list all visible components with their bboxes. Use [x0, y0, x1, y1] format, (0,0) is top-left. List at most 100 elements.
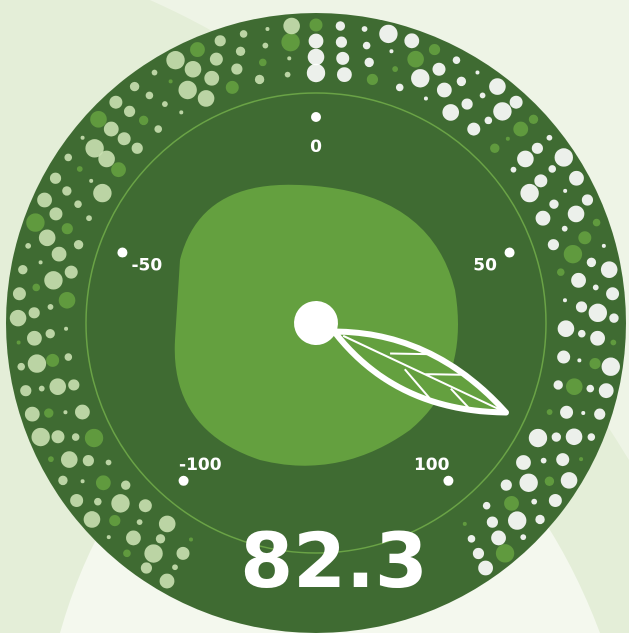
decor-dot: [601, 357, 620, 376]
decor-dot: [517, 150, 534, 168]
decor-dot: [38, 229, 56, 247]
decor-dot: [588, 303, 608, 323]
decor-dot: [44, 271, 63, 290]
gauge-value: 82.3: [240, 516, 428, 605]
decor-dot: [111, 162, 126, 178]
decor-dot: [9, 309, 27, 327]
decor-dot: [484, 116, 493, 125]
decor-dot: [64, 353, 73, 361]
decor-dot: [578, 231, 592, 245]
decor-dot: [432, 62, 446, 76]
decor-dot: [587, 433, 596, 441]
decor-dot: [109, 95, 123, 109]
decor-dot: [534, 174, 548, 188]
decor-dot: [176, 546, 190, 560]
decor-dot: [575, 301, 588, 313]
decor-dot: [197, 90, 215, 107]
decor-dot: [467, 535, 476, 543]
decor-dot: [95, 475, 111, 491]
decor-dot: [379, 24, 398, 44]
decor-dot: [90, 110, 107, 128]
decor-dot: [138, 499, 152, 513]
decor-dot: [75, 404, 90, 420]
tick-dot: [311, 112, 321, 122]
decor-dot: [553, 380, 563, 390]
decor-dot: [62, 186, 72, 196]
decor-dot: [563, 188, 568, 193]
decor-dot: [520, 183, 539, 203]
decor-dot: [64, 153, 73, 162]
decor-dot: [601, 243, 606, 248]
decor-dot: [428, 43, 441, 56]
decor-dot: [49, 378, 67, 395]
decor-dot: [562, 298, 567, 303]
decor-dot: [513, 121, 529, 137]
decor-dot: [531, 498, 538, 505]
decor-dot: [80, 479, 85, 484]
decor-dot: [478, 560, 493, 576]
decor-dot: [158, 515, 176, 533]
tick-label: 50: [473, 255, 497, 275]
decor-dot: [63, 410, 68, 415]
decor-dot: [567, 205, 585, 223]
decor-dot: [123, 105, 136, 118]
decor-dot: [262, 42, 269, 49]
decor-dot: [73, 239, 84, 250]
decor-dot: [389, 49, 394, 54]
decor-dot: [145, 91, 154, 100]
decor-dot: [106, 535, 111, 540]
decor-dot: [80, 135, 85, 140]
decor-dot: [103, 121, 119, 137]
decor-dot: [491, 530, 506, 546]
decor-dot: [404, 33, 420, 49]
decor-dot: [83, 511, 101, 528]
decor-dot: [38, 385, 45, 392]
decor-dot: [560, 405, 574, 419]
decor-dot: [569, 170, 584, 186]
decor-dot: [86, 215, 92, 222]
decor-dot: [510, 166, 517, 173]
inner-ring: [85, 92, 547, 554]
decor-dot: [178, 80, 197, 100]
decor-dot: [423, 96, 428, 101]
decor-dot: [58, 291, 76, 309]
decor-dot: [284, 71, 291, 78]
decor-dot: [109, 514, 121, 527]
decor-dot: [64, 265, 78, 279]
decor-dot: [27, 354, 47, 373]
decor-dot: [179, 110, 184, 115]
decor-dot: [505, 136, 510, 141]
decor-dot: [254, 74, 265, 85]
decor-dot: [71, 433, 80, 441]
decor-dot: [535, 210, 551, 226]
decor-dot: [565, 378, 583, 395]
decor-dot: [579, 457, 584, 462]
decor-dot: [24, 406, 40, 422]
decor-dot: [44, 408, 54, 418]
decor-dot: [204, 70, 220, 86]
decor-dot: [590, 330, 605, 346]
decor-dot: [546, 134, 553, 141]
decor-dot: [25, 242, 32, 249]
decor-dot: [600, 261, 618, 278]
decor-dot: [557, 320, 575, 337]
decor-dot: [184, 60, 202, 78]
decor-dot: [549, 199, 559, 209]
decor-dot: [560, 472, 578, 489]
tick-label: -50: [131, 255, 162, 275]
decor-dot: [306, 63, 326, 83]
decor-dot: [225, 80, 239, 94]
decor-dot: [520, 534, 527, 541]
decor-dot: [467, 122, 481, 136]
decor-dot: [138, 115, 149, 126]
decor-dot: [361, 26, 368, 32]
decor-dot: [535, 514, 545, 525]
decor-dot: [61, 223, 73, 235]
decor-dot: [336, 51, 350, 65]
tick-dot: [504, 247, 515, 258]
decor-dot: [475, 70, 480, 75]
decor-dot: [123, 549, 131, 558]
decor-dot: [18, 264, 28, 275]
tick-label: -100: [179, 455, 222, 475]
